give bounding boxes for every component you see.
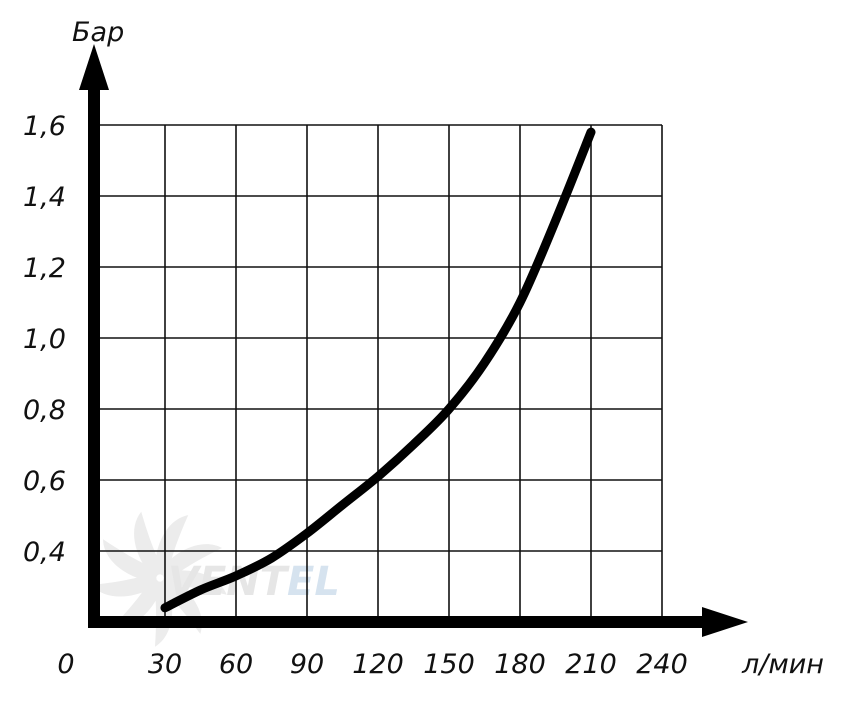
x-tick-label: 60: [219, 649, 253, 680]
x-tick-label: 90: [290, 649, 324, 680]
x-tick-label: 30: [148, 649, 182, 680]
origin-label: 0: [57, 649, 74, 680]
y-axis-arrow-icon: [79, 44, 109, 90]
x-tick-label: 120: [352, 649, 404, 680]
series-line: [160, 127, 596, 613]
y-tick-label: 1,4: [23, 182, 66, 213]
y-tick-label: 1,2: [23, 253, 66, 284]
x-tick-label: 240: [636, 649, 688, 680]
fan-blade: [153, 581, 173, 647]
x-tick-labels: 30 60 90 120 150 180 210 240: [148, 649, 688, 680]
x-tick-label: 180: [494, 649, 546, 680]
x-axis-arrow-icon: [702, 607, 748, 637]
y-tick-label: 0,6: [23, 466, 66, 497]
grid: [94, 124, 663, 622]
axes: [79, 44, 748, 637]
watermark-text-accent: EL: [287, 559, 340, 605]
fan-blade: [154, 515, 189, 578]
x-tick-label: 210: [565, 649, 617, 680]
x-tick-label: 150: [423, 649, 475, 680]
y-tick-label: 0,8: [23, 395, 66, 426]
y-tick-labels: 0,4 0,6 0,8 1,0 1,2 1,4 1,6: [23, 111, 66, 568]
y-tick-label: 1,0: [23, 324, 66, 355]
y-axis-label: Бар: [72, 17, 124, 48]
fan-blade: [103, 539, 161, 582]
x-axis-label: л/мин: [741, 649, 824, 680]
series-layer: [160, 127, 596, 613]
y-tick-label: 1,6: [23, 111, 66, 142]
y-tick-label: 0,4: [23, 537, 66, 568]
